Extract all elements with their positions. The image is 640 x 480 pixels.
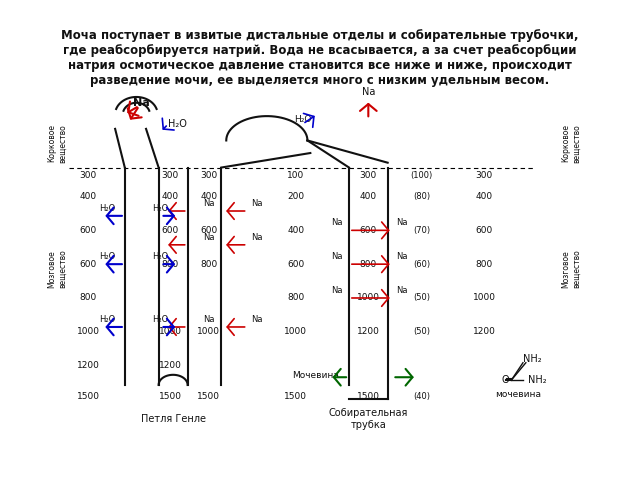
Text: Корковое
вещество: Корковое вещество [561, 124, 581, 163]
Text: 300: 300 [79, 171, 97, 180]
Text: (60): (60) [413, 260, 430, 269]
Text: Мозговое
вещество: Мозговое вещество [47, 250, 67, 288]
Text: 1000: 1000 [473, 293, 496, 302]
Text: 1000: 1000 [357, 293, 380, 302]
Text: 1500: 1500 [197, 392, 220, 401]
Text: Na: Na [362, 87, 375, 97]
Text: 600: 600 [476, 226, 493, 235]
Text: 300: 300 [360, 171, 377, 180]
Text: Петля Генле: Петля Генле [141, 414, 205, 424]
Text: 300: 300 [200, 171, 218, 180]
Text: 800: 800 [476, 260, 493, 269]
Text: мочевина: мочевина [495, 390, 541, 399]
Text: Na: Na [396, 286, 408, 295]
Text: 400: 400 [200, 192, 218, 201]
Text: H₂O: H₂O [152, 204, 169, 213]
Text: Na: Na [252, 199, 263, 208]
Text: Na: Na [331, 252, 342, 261]
Text: 800: 800 [360, 260, 377, 269]
Text: 1500: 1500 [284, 392, 307, 401]
Text: Моча поступает в извитые дистальные отделы и собирательные трубочки,
где реабсор: Моча поступает в извитые дистальные отде… [61, 29, 579, 87]
Text: 400: 400 [162, 192, 179, 201]
Text: 400: 400 [287, 226, 305, 235]
Text: (40): (40) [413, 392, 430, 401]
Text: 1500: 1500 [77, 392, 100, 401]
Text: 1200: 1200 [473, 327, 496, 336]
Text: 400: 400 [79, 192, 97, 201]
Text: 600: 600 [79, 226, 97, 235]
Text: Na: Na [396, 218, 408, 227]
Text: (50): (50) [413, 327, 430, 336]
Text: Собирательная
трубка: Собирательная трубка [328, 408, 408, 430]
Text: 600: 600 [360, 226, 377, 235]
Text: 1200: 1200 [77, 361, 99, 370]
Text: 800: 800 [79, 293, 97, 302]
Text: Мочевина: Мочевина [292, 371, 339, 380]
Text: Na: Na [331, 218, 342, 227]
Text: Корковое
вещество: Корковое вещество [47, 124, 67, 163]
Text: (100): (100) [410, 171, 433, 180]
Text: Na: Na [133, 98, 150, 108]
Text: Na: Na [252, 233, 263, 241]
Text: 1000: 1000 [77, 327, 100, 336]
Text: 1200: 1200 [159, 361, 182, 370]
Text: 600: 600 [161, 226, 179, 235]
Text: 100: 100 [287, 171, 305, 180]
Text: Na: Na [252, 315, 263, 324]
Text: H₂O: H₂O [152, 252, 169, 261]
Text: 1000: 1000 [159, 327, 182, 336]
Text: 600: 600 [200, 226, 218, 235]
Text: Na: Na [331, 286, 342, 295]
Text: Мозговое
вещество: Мозговое вещество [561, 250, 581, 288]
Text: Na: Na [203, 233, 214, 241]
Text: 300: 300 [161, 171, 179, 180]
Text: (70): (70) [413, 226, 430, 235]
Text: 800: 800 [287, 293, 305, 302]
Text: H₂O: H₂O [99, 204, 115, 213]
Text: 800: 800 [200, 260, 218, 269]
Text: 800: 800 [161, 260, 179, 269]
Text: 1500: 1500 [159, 392, 182, 401]
Text: NH₂: NH₂ [528, 375, 547, 385]
Text: 400: 400 [360, 192, 377, 201]
Text: NH₂: NH₂ [523, 354, 541, 364]
Text: H₂O: H₂O [152, 315, 169, 324]
Text: 200: 200 [287, 192, 305, 201]
Text: H₂O: H₂O [168, 119, 187, 129]
Text: 1200: 1200 [357, 327, 380, 336]
Text: H₂O: H₂O [294, 115, 311, 124]
Text: 1000: 1000 [197, 327, 220, 336]
Text: O: O [502, 375, 509, 385]
Text: (80): (80) [413, 192, 430, 201]
Text: Na: Na [203, 315, 214, 324]
Text: 600: 600 [287, 260, 305, 269]
Text: 1000: 1000 [284, 327, 307, 336]
Text: H₂O: H₂O [99, 315, 115, 324]
Text: Na: Na [203, 199, 214, 208]
Text: 300: 300 [476, 171, 493, 180]
Text: 1500: 1500 [357, 392, 380, 401]
Text: Na: Na [396, 252, 408, 261]
Text: (50): (50) [413, 293, 430, 302]
Text: 600: 600 [79, 260, 97, 269]
Text: H₂O: H₂O [99, 252, 115, 261]
Text: 400: 400 [476, 192, 493, 201]
